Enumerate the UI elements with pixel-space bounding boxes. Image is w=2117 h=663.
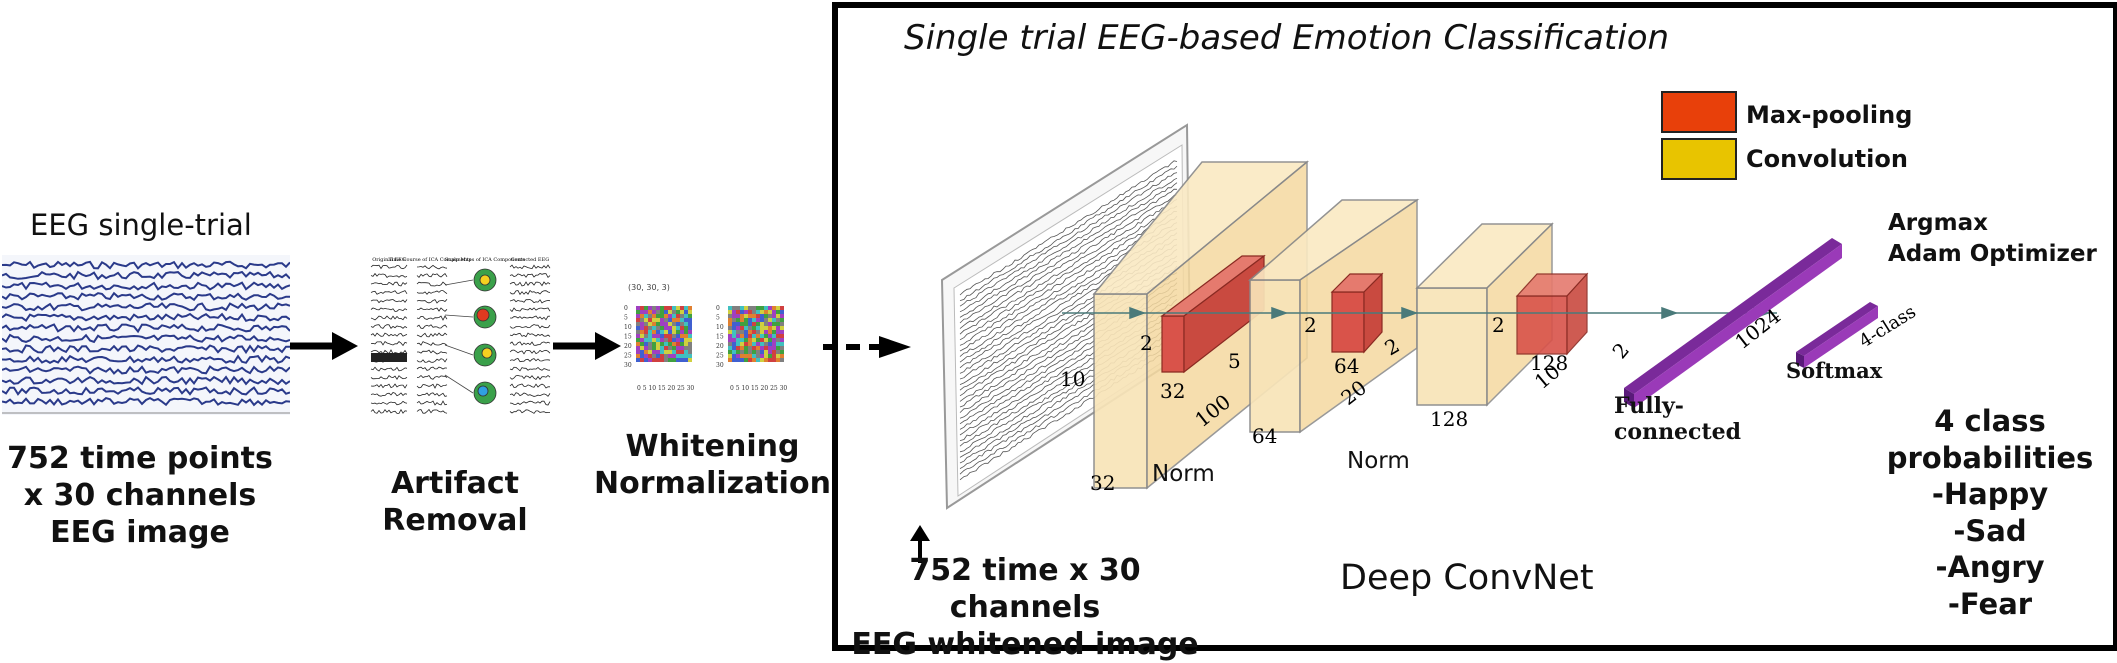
- artifact-panel-title-2: Time Course of ICA Components: [389, 257, 472, 263]
- eeg-caption: 752 time points x 30 channels EEG image: [7, 441, 273, 550]
- whitening-ytick: 10: [716, 324, 724, 331]
- input-caption: 752 time x 30 channels EEG whitened imag…: [851, 553, 1199, 662]
- dim-c3-depth: 128: [1430, 407, 1468, 431]
- whitening-ytick: 30: [624, 362, 632, 369]
- probabilities-label: 4 class probabilities -Happy -Sad -Angry…: [1886, 404, 2094, 621]
- eeg-raw-plot: [2, 255, 290, 415]
- dim-fc-k: 2: [1607, 338, 1634, 363]
- dim-p2-k: 2: [1304, 313, 1317, 337]
- dim-p2-ch: 64: [1334, 354, 1359, 378]
- up-arrow-icon: [910, 525, 930, 563]
- fc-bar: [1624, 238, 1842, 408]
- whitening-ytick: 0: [716, 305, 720, 312]
- dim-p1-k: 2: [1140, 331, 1153, 355]
- pool-block-3: [1515, 272, 1589, 356]
- net-caption: Deep ConvNet: [1340, 558, 1594, 598]
- norm-2-label: Norm: [1347, 448, 1410, 474]
- whitening-ytick: 20: [624, 343, 632, 350]
- dim-c1-h: 10: [1060, 367, 1085, 391]
- input-eeg-plane: [940, 123, 1192, 510]
- dim-p3-ch: 128: [1530, 351, 1568, 375]
- legend-conv-label: Convolution: [1746, 145, 1908, 173]
- softmax-bar: [1796, 302, 1878, 368]
- dim-p1-w: 5: [1228, 349, 1241, 373]
- whitening-xticks-2: 0 5 10 15 20 25 30: [730, 385, 787, 392]
- deep-convnet-diagram: 10 32 2 32 5 100 64 2 64 20 2 2 128 128 …: [940, 123, 1920, 510]
- whitening-figure: 0 0 5 5 10 10 15 15 20 20 25 25 30 30 0 5 10 15 20 25…: [624, 305, 787, 392]
- whitening-ytick: 5: [716, 315, 720, 322]
- artifact-panel-title-3: Scalp Maps of ICA Components: [445, 257, 526, 263]
- whitening-ytick: 25: [624, 353, 632, 360]
- legend-conv-swatch: [1661, 138, 1737, 180]
- dim-c2-depth: 64: [1252, 424, 1277, 448]
- whitening-shape-label: (30, 30, 3): [628, 283, 670, 292]
- pool-block-1: [1160, 254, 1266, 374]
- whitening-ytick: 15: [624, 334, 632, 341]
- classification-box: [832, 2, 2117, 651]
- whitening-ytick: 15: [716, 334, 724, 341]
- whitening-ytick: 25: [716, 353, 724, 360]
- whitening-ytick: 20: [716, 343, 724, 350]
- argmax-label: Argmax Adam Optimizer: [1888, 210, 2097, 267]
- whitening-caption: Whitening Normalization: [594, 429, 831, 501]
- whitening-xticks-1: 0 5 10 15 20 25 30: [637, 385, 694, 392]
- scalp-maps: [473, 268, 497, 405]
- norm-1-label: Norm: [1152, 461, 1215, 487]
- artifact-removal-figure: Original EEG Time Course of ICA Componen…: [365, 255, 555, 425]
- softmax-label: Softmax: [1786, 358, 1883, 383]
- arrow-2-icon: [553, 332, 621, 360]
- artifact-panel-title-4: Corrected EEG: [511, 257, 549, 263]
- whitening-ytick: 10: [624, 324, 632, 331]
- legend-maxpool-swatch: [1661, 91, 1737, 133]
- artifact-caption: Artifact Removal: [382, 466, 528, 538]
- whitening-ytick: 5: [624, 315, 628, 322]
- legend-maxpool-label: Max-pooling: [1746, 101, 1913, 129]
- whitening-ytick: 0: [624, 305, 628, 312]
- whitening-ytick: 30: [716, 362, 724, 369]
- artifact-panel-title-1: Original EEG: [372, 257, 406, 263]
- arrow-1-icon: [290, 332, 358, 360]
- dim-p3-k: 2: [1492, 313, 1505, 337]
- dim-c1-depth: 32: [1090, 471, 1115, 495]
- box-title: Single trial EEG-based Emotion Classific…: [904, 18, 1670, 58]
- fc-label: Fully- connected: [1614, 393, 1741, 445]
- eeg-title: EEG single-trial: [30, 208, 252, 242]
- dim-p1-ch: 32: [1160, 379, 1185, 403]
